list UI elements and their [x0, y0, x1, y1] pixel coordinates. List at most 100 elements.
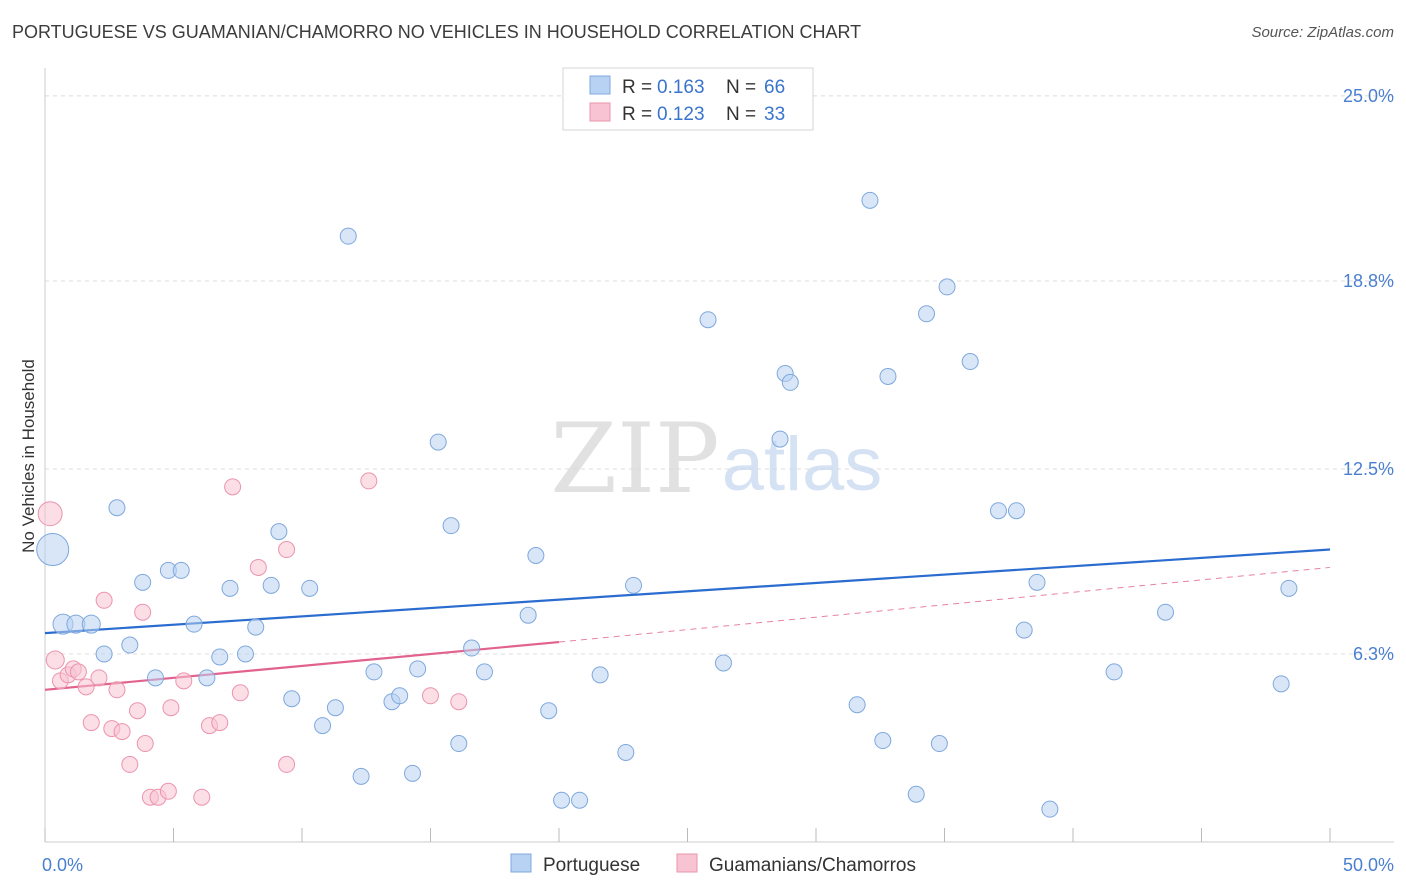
legend-portuguese-n: 66 — [764, 77, 785, 98]
guamanian-point-19 — [159, 782, 177, 800]
portuguese-point-38 — [553, 791, 571, 809]
guamanian-point-0 — [37, 501, 63, 527]
guamanian-point-6 — [77, 678, 95, 696]
bottom-legend-guamanian: Guamanians/Chamorros — [709, 855, 916, 876]
y-tick-labels: 6.3% 12.5% 18.8% 25.0% — [1343, 86, 1394, 664]
portuguese-point-5 — [108, 499, 126, 517]
portuguese-point-65 — [1280, 579, 1298, 597]
portuguese-point-21 — [314, 717, 332, 735]
portuguese-point-35 — [519, 606, 537, 624]
watermark-atlas: atlas — [722, 422, 883, 507]
y-tick-label-3: 25.0% — [1343, 86, 1394, 106]
guamanian-point-8 — [90, 669, 108, 687]
guamanian-point-32 — [450, 693, 468, 711]
legend-portuguese-r: 0.163 — [657, 77, 705, 98]
x-tick-labels: 0.0% 50.0% — [42, 855, 1394, 875]
guamanian-point-9 — [95, 591, 113, 609]
portuguese-point-33 — [463, 639, 481, 657]
portuguese-point-47 — [781, 373, 799, 391]
portuguese-point-58 — [1007, 502, 1025, 520]
portuguese-point-61 — [1041, 800, 1059, 818]
portuguese-point-15 — [236, 645, 254, 663]
portuguese-point-52 — [907, 785, 925, 803]
portuguese-point-28 — [404, 764, 422, 782]
guamanian-point-26 — [231, 684, 249, 702]
portuguese-point-10 — [172, 561, 190, 579]
chart-title: PORTUGUESE VS GUAMANIAN/CHAMORRO NO VEHI… — [12, 22, 862, 42]
portuguese-point-64 — [1272, 675, 1290, 693]
guamanian-point-21 — [175, 672, 193, 690]
portuguese-point-13 — [211, 648, 229, 666]
portuguese-point-59 — [1015, 621, 1033, 639]
legend-bottom: Portuguese Guamanians/Chamorros — [510, 853, 916, 876]
guamanian-point-27 — [249, 558, 267, 576]
portuguese-point-44 — [714, 654, 732, 672]
portuguese-point-4 — [95, 645, 113, 663]
portuguese-point-55 — [938, 278, 956, 296]
legend-n-label: N = — [726, 77, 756, 98]
portuguese-point-11 — [185, 615, 203, 633]
portuguese-point-51 — [879, 367, 897, 385]
guamanian-trend-line-dashed — [558, 566, 1331, 643]
legend-r-label: R = — [622, 77, 652, 98]
guamanian-point-11 — [108, 681, 126, 699]
portuguese-point-24 — [352, 767, 370, 785]
guamanian-point-29 — [278, 755, 296, 773]
guamanian-point-16 — [136, 735, 154, 753]
guamanian-point-1 — [45, 650, 65, 670]
y-tick-label-0: 6.3% — [1353, 644, 1394, 664]
portuguese-point-19 — [283, 690, 301, 708]
portuguese-point-45 — [771, 430, 789, 448]
guamanian-point-13 — [121, 755, 139, 773]
watermark-zip: ZIP — [550, 403, 719, 515]
portuguese-point-0 — [36, 533, 70, 567]
portuguese-point-49 — [861, 191, 879, 209]
legend-r-label-2: R = — [622, 104, 652, 125]
portuguese-point-30 — [429, 433, 447, 451]
guamanian-point-24 — [211, 714, 229, 732]
portuguese-point-23 — [339, 227, 357, 245]
axes — [44, 68, 1394, 843]
portuguese-point-63 — [1157, 603, 1175, 621]
trend-lines — [44, 548, 1331, 691]
portuguese-point-43 — [699, 311, 717, 329]
guamanian-point-15 — [134, 603, 152, 621]
legend-swatch-portuguese — [589, 75, 611, 95]
portuguese-point-14 — [221, 579, 239, 597]
portuguese-point-56 — [961, 353, 979, 371]
data-points — [36, 191, 1298, 818]
portuguese-point-29 — [409, 660, 427, 678]
guamanian-point-5 — [69, 663, 87, 681]
guamanian-point-12 — [113, 723, 131, 741]
portuguese-point-17 — [262, 576, 280, 594]
portuguese-point-34 — [475, 663, 493, 681]
bottom-legend-portuguese: Portuguese — [543, 855, 640, 876]
x-tick-label-0: 0.0% — [42, 855, 83, 875]
portuguese-point-8 — [147, 669, 165, 687]
chart-source: Source: ZipAtlas.com — [1251, 24, 1394, 41]
portuguese-point-42 — [625, 576, 643, 594]
y-axis-label: No Vehicles in Household — [19, 359, 38, 553]
portuguese-point-40 — [591, 666, 609, 684]
portuguese-point-16 — [247, 618, 265, 636]
guamanian-point-7 — [82, 714, 100, 732]
portuguese-point-50 — [874, 732, 892, 750]
portuguese-point-20 — [301, 579, 319, 597]
guamanian-point-30 — [360, 472, 378, 490]
portuguese-trend-line — [44, 548, 1331, 635]
portuguese-point-12 — [198, 669, 216, 687]
legend-top: R = 0.163 N = 66 R = 0.123 N = 33 — [562, 67, 814, 131]
watermark: ZIP atlas — [550, 403, 882, 515]
portuguese-point-41 — [617, 743, 635, 761]
guamanian-point-14 — [129, 702, 147, 720]
legend-swatch-guamanian — [589, 102, 611, 122]
portuguese-point-27 — [391, 687, 409, 705]
x-tick-label-1: 50.0% — [1343, 855, 1394, 875]
guamanian-point-22 — [193, 788, 211, 806]
guamanian-point-25 — [224, 478, 242, 496]
portuguese-point-31 — [442, 517, 460, 535]
portuguese-point-22 — [326, 699, 344, 717]
portuguese-point-57 — [989, 502, 1007, 520]
portuguese-point-36 — [527, 547, 545, 564]
